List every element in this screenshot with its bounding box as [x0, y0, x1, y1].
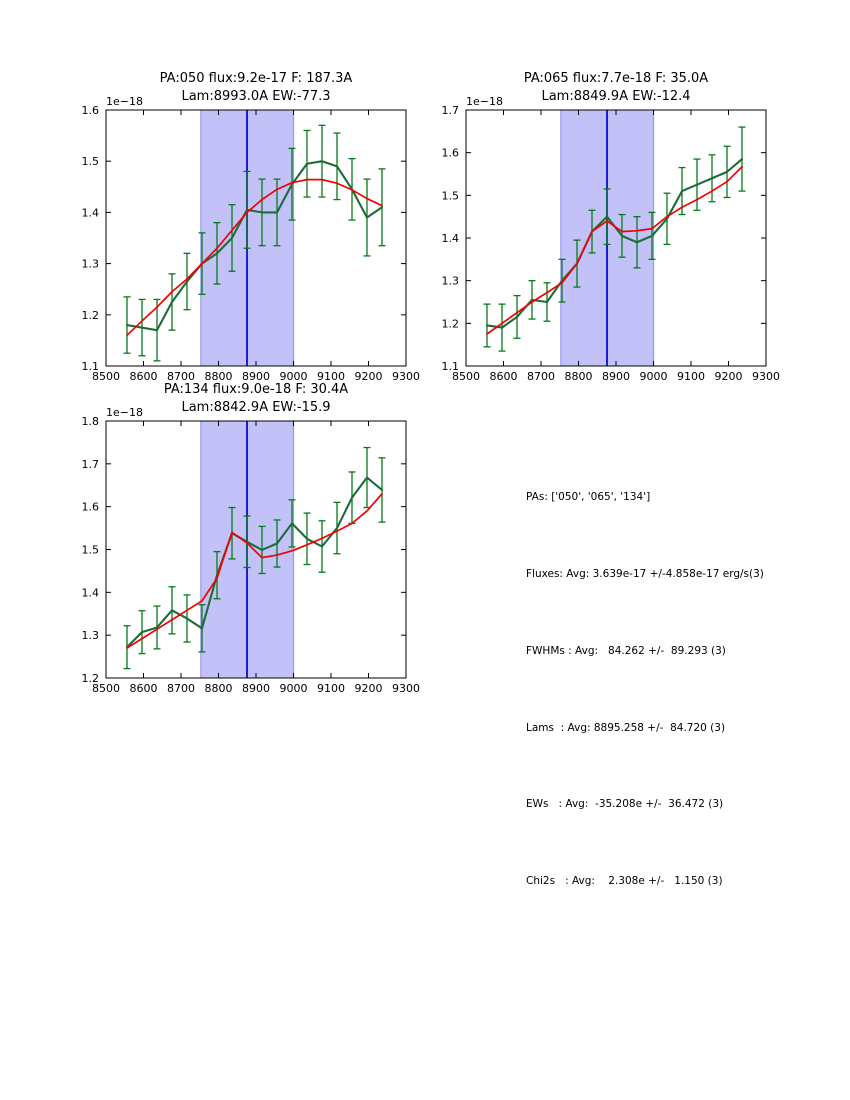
fit-line: [126, 492, 383, 649]
chart-title-block-pa065: PA:065 flux:7.7e-18 F: 35.0A Lam:8849.9A…: [466, 70, 766, 106]
x-tick-label: 9000: [280, 682, 308, 695]
y-tick-label: 1.3: [442, 275, 460, 288]
chart-subtitle-pa050: Lam:8993.0A EW:-77.3: [181, 89, 331, 104]
y-tick-label: 1.5: [442, 189, 460, 202]
y-tick-label: 1.4: [82, 206, 100, 219]
y-axis-offset-label-pa065: 1e−18: [466, 95, 503, 108]
x-tick-label: 8800: [205, 370, 233, 383]
y-tick-label: 1.7: [442, 104, 460, 117]
x-tick-label: 8900: [602, 370, 630, 383]
stats-line-pas: PAs: ['050', '065', '134']: [526, 491, 651, 504]
x-tick-label: 8600: [130, 370, 158, 383]
x-tick-label: 9100: [317, 682, 345, 695]
x-tick-label: 9300: [752, 370, 780, 383]
y-tick-label: 1.6: [82, 501, 100, 514]
x-tick-label: 8700: [167, 370, 195, 383]
x-tick-label: 9100: [677, 370, 705, 383]
y-tick-label: 1.3: [82, 258, 100, 271]
x-tick-label: 8500: [452, 370, 480, 383]
chart-subtitle-pa065: Lam:8849.9A EW:-12.4: [541, 89, 691, 104]
x-tick-label: 9200: [715, 370, 743, 383]
y-tick-label: 1.3: [82, 629, 100, 642]
x-tick-label: 9300: [392, 370, 420, 383]
spectrum-line: [125, 160, 384, 332]
y-tick-label: 1.5: [82, 544, 100, 557]
x-tick-label: 8600: [130, 682, 158, 695]
x-tick-label: 9100: [317, 370, 345, 383]
y-tick-label: 1.1: [442, 360, 460, 373]
chart-title-pa050: PA:050 flux:9.2e-17 F: 187.3A: [159, 71, 353, 86]
stats-line-lams: Lams : Avg: 8895.258 +/- 84.720 (3): [526, 721, 726, 734]
x-tick-label: 9000: [640, 370, 668, 383]
x-tick-label: 9000: [280, 370, 308, 383]
y-tick-label: 1.2: [442, 317, 460, 330]
x-tick-label: 8500: [92, 682, 120, 695]
y-tick-label: 1.6: [82, 104, 100, 117]
stats-line-fluxes: Fluxes: Avg: 3.639e-17 +/-4.858e-17 erg/…: [526, 567, 764, 580]
chart-title-block-pa050: PA:050 flux:9.2e-17 F: 187.3A Lam:8993.0…: [106, 70, 406, 106]
y-tick-label: 1.2: [82, 672, 100, 685]
x-tick-label: 8600: [490, 370, 518, 383]
chart-title-pa134: PA:134 flux:9.0e-18 F: 30.4A: [163, 382, 349, 397]
y-tick-label: 1.7: [82, 458, 100, 471]
x-tick-label: 8900: [242, 370, 270, 383]
x-tick-label: 9200: [355, 682, 383, 695]
y-tick-label: 1.5: [82, 155, 100, 168]
x-tick-label: 8700: [527, 370, 555, 383]
spectrum-line: [125, 476, 384, 649]
stats-line-ews: EWs : Avg: -35.208e +/- 36.472 (3): [526, 798, 724, 811]
y-tick-label: 1.8: [82, 415, 100, 428]
y-tick-label: 1.6: [442, 147, 460, 160]
x-tick-label: 8900: [242, 682, 270, 695]
y-tick-label: 1.4: [82, 586, 100, 599]
x-tick-label: 8700: [167, 682, 195, 695]
fit-line: [126, 178, 383, 337]
fit-line: [486, 165, 743, 335]
chart-subtitle-pa134: Lam:8842.9A EW:-15.9: [181, 400, 331, 415]
x-tick-label: 8800: [565, 370, 593, 383]
y-axis-offset-label-pa050: 1e−18: [106, 95, 143, 108]
x-tick-label: 8800: [205, 682, 233, 695]
stats-line-fwhms: FWHMs : Avg: 84.262 +/- 89.293 (3): [526, 644, 726, 657]
chart-title-pa065: PA:065 flux:7.7e-18 F: 35.0A: [523, 71, 709, 86]
y-tick-label: 1.2: [82, 309, 100, 322]
y-tick-label: 1.1: [82, 360, 100, 373]
stats-line-chi2s: Chi2s : Avg: 2.308e +/- 1.150 (3): [526, 875, 723, 888]
y-tick-label: 1.4: [442, 232, 460, 245]
y-axis-offset-label-pa134: 1e−18: [106, 406, 143, 419]
x-tick-label: 9300: [392, 682, 420, 695]
chart-title-block-pa134: PA:134 flux:9.0e-18 F: 30.4A Lam:8842.9A…: [106, 381, 406, 417]
x-tick-label: 8500: [92, 370, 120, 383]
x-tick-label: 9200: [355, 370, 383, 383]
stats-panel: PAs: ['050', '065', '134'] Fluxes: Avg: …: [526, 434, 764, 946]
